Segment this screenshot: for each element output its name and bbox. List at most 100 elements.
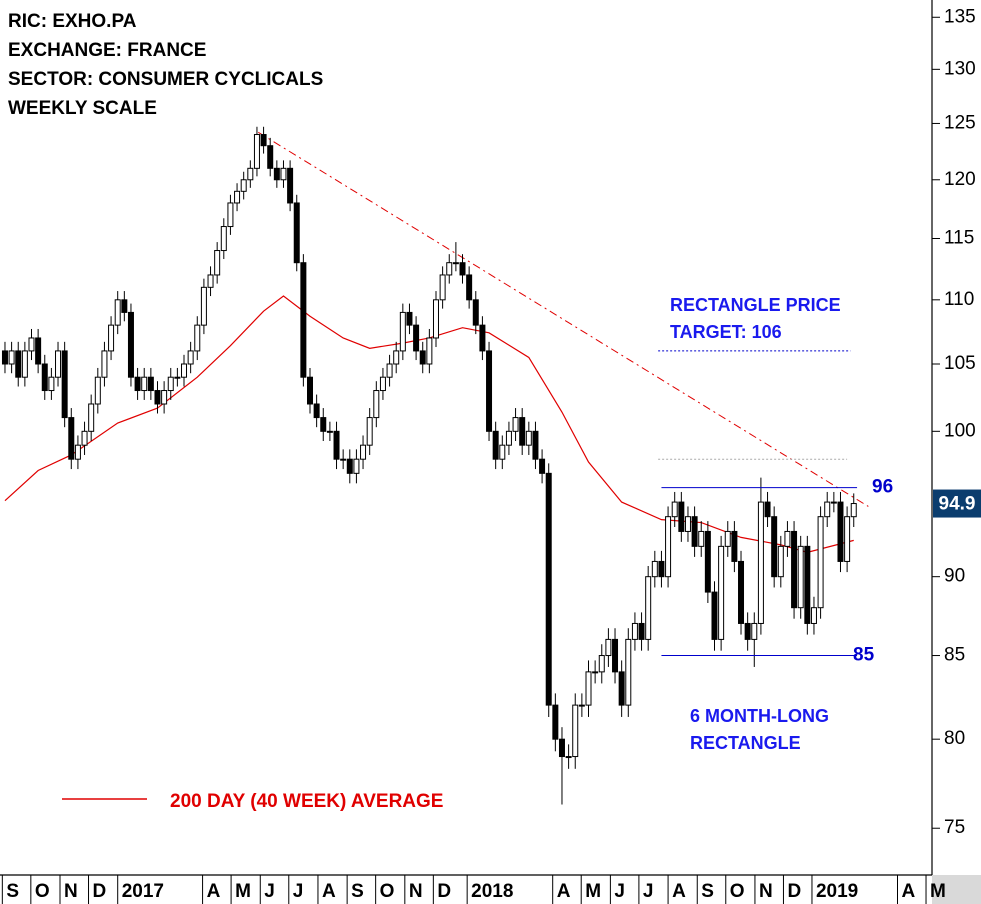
- candle-body: [578, 704, 585, 707]
- candle-body: [691, 516, 698, 547]
- x-tick-label: M: [585, 881, 601, 902]
- candle-body: [439, 274, 446, 301]
- candle-body: [134, 376, 141, 392]
- candle-body: [187, 350, 194, 365]
- candle-body: [797, 545, 804, 609]
- candle-body: [486, 350, 493, 432]
- candle-body: [724, 530, 731, 547]
- candle-body: [393, 350, 400, 365]
- candle-body: [625, 638, 632, 706]
- header-line: RIC: EXHO.PA: [8, 11, 137, 32]
- x-tick-label: N: [64, 881, 78, 902]
- candle-body: [585, 671, 592, 706]
- candle-body: [598, 655, 605, 673]
- candle-body: [698, 530, 705, 547]
- level-label: 96: [872, 477, 893, 498]
- candle-body: [791, 530, 798, 609]
- candle-body: [1, 350, 8, 365]
- x-tick-label: A: [322, 881, 336, 902]
- y-tick-label: 125: [944, 112, 976, 133]
- candle-body: [519, 417, 526, 446]
- candle-body: [738, 560, 745, 624]
- x-tick-label: D: [437, 881, 451, 902]
- candle-body: [466, 274, 473, 301]
- candle-body: [141, 376, 148, 392]
- candle-body: [492, 430, 499, 460]
- candle-body: [830, 501, 837, 504]
- candle-body: [200, 286, 207, 326]
- candle-body: [777, 545, 784, 578]
- candle-body: [167, 376, 174, 392]
- x-tick-label: O: [35, 881, 50, 902]
- candle-body: [273, 167, 280, 181]
- y-tick-label: 75: [944, 817, 965, 838]
- candle-body: [665, 516, 672, 578]
- candle-body: [406, 311, 413, 326]
- x-tick-label: 2018: [471, 881, 513, 902]
- x-tick-label: O: [380, 881, 395, 902]
- candle-body: [711, 591, 718, 640]
- x-tick-label: M: [235, 881, 251, 902]
- candle-body: [565, 756, 572, 759]
- candle-body: [207, 274, 214, 288]
- candle-body: [267, 145, 274, 169]
- candle-body: [525, 430, 532, 446]
- candle-body: [552, 704, 559, 740]
- candle-body: [293, 202, 300, 264]
- candle-body: [850, 503, 857, 518]
- y-tick-label: 100: [944, 420, 976, 441]
- candle-body: [446, 262, 453, 276]
- candle-body: [757, 501, 764, 624]
- candle-body: [373, 390, 380, 419]
- level-label: 85: [853, 645, 875, 666]
- x-tick-label: J: [264, 881, 275, 902]
- candle-body: [784, 530, 791, 547]
- x-tick-label: 2019: [816, 881, 858, 902]
- candle-body: [751, 622, 758, 640]
- candle-body: [671, 501, 678, 518]
- candle-body: [61, 350, 68, 419]
- candle-body: [88, 403, 95, 432]
- candle-body: [844, 516, 851, 562]
- candle-body: [181, 363, 188, 378]
- candle-body: [638, 622, 645, 640]
- candle-body: [558, 738, 565, 758]
- candle-body: [194, 324, 201, 352]
- candle-body: [810, 607, 817, 624]
- candle-body: [121, 299, 128, 313]
- x-tick-label: 2017: [122, 881, 164, 902]
- x-tick-label: D: [787, 881, 801, 902]
- candle-body: [101, 350, 108, 378]
- x-tick-label: S: [351, 881, 364, 902]
- candle-body: [366, 417, 373, 446]
- candle-body: [379, 376, 386, 392]
- x-tick-label: N: [409, 881, 423, 902]
- candle-body: [658, 560, 665, 578]
- candle-body: [300, 262, 307, 378]
- candle-body: [353, 458, 360, 474]
- candle-body: [21, 350, 28, 378]
- candle-body: [68, 417, 75, 460]
- candle-body: [837, 501, 844, 562]
- x-tick-label: O: [730, 881, 745, 902]
- x-tick-label: J: [614, 881, 625, 902]
- x-tick-label: S: [6, 881, 19, 902]
- candle-body: [452, 262, 459, 265]
- candle-body: [824, 501, 831, 518]
- candle-body: [147, 376, 154, 392]
- y-tick-label: 115: [944, 228, 974, 249]
- candle-body: [174, 376, 181, 379]
- candle-body: [220, 226, 227, 252]
- candle-body: [227, 202, 234, 228]
- header-line: SECTOR: CONSUMER CYCLICALS: [8, 69, 323, 90]
- candle-body: [459, 262, 466, 276]
- candle-body: [618, 671, 625, 706]
- candle-body: [572, 704, 579, 758]
- candle-body: [472, 299, 479, 326]
- candle-body: [74, 444, 81, 460]
- candle-body: [48, 376, 55, 392]
- candle-body: [678, 501, 685, 532]
